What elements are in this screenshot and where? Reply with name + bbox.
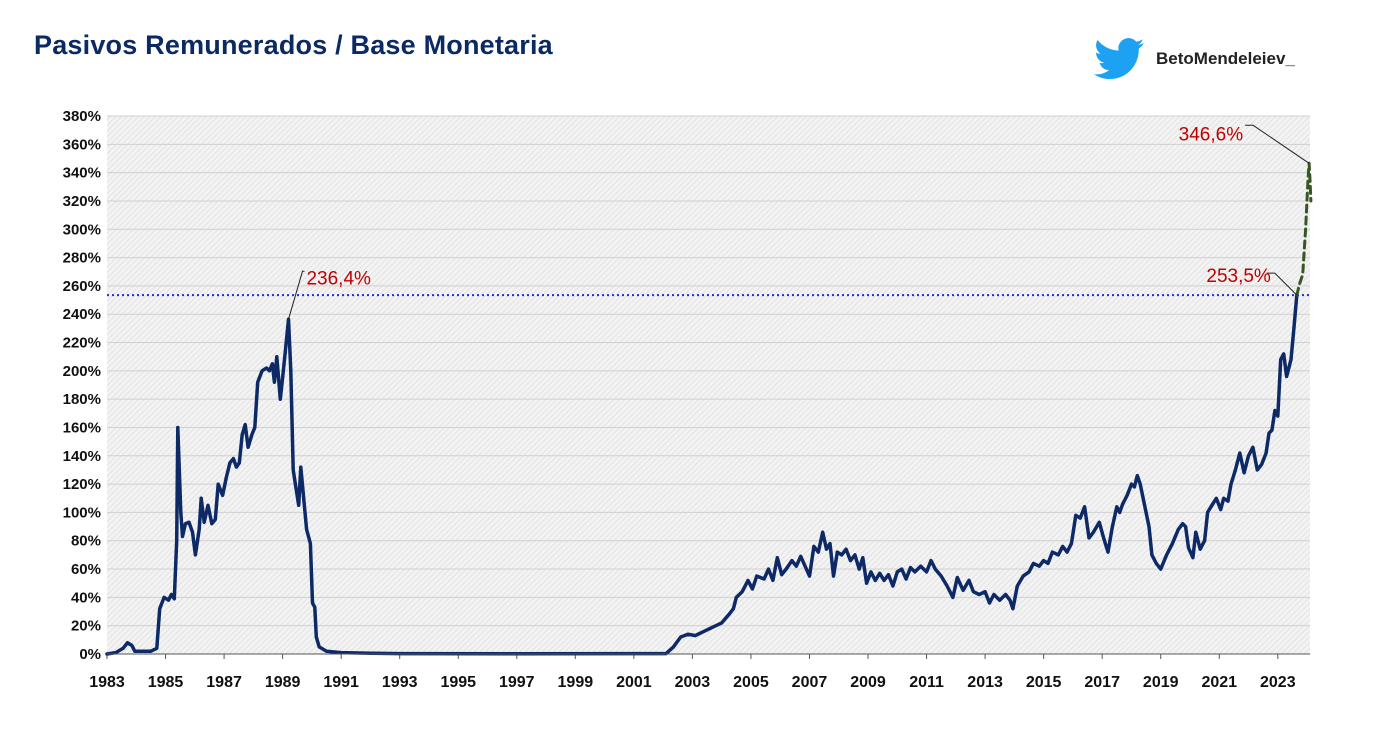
y-tick-label: 200%	[63, 363, 101, 380]
y-tick-label: 80%	[71, 533, 101, 550]
annotations: 236,4% 253,5% 346,6%	[287, 124, 1310, 320]
author-badge: BetoMendeleiev_	[1094, 38, 1295, 80]
chart-title: Pasivos Remunerados / Base Monetaria	[34, 30, 553, 60]
annotation-label: 236,4%	[306, 268, 371, 289]
y-tick-label: 280%	[63, 250, 101, 267]
x-tick-label: 1985	[148, 674, 184, 691]
x-tick-label: 1997	[499, 674, 535, 691]
x-tick-label: 2017	[1084, 674, 1120, 691]
x-tick-label: 1987	[206, 674, 242, 691]
y-tick-label: 100%	[63, 504, 101, 521]
x-tick-label: 2001	[616, 674, 652, 691]
y-tick-label: 160%	[63, 419, 101, 436]
x-tick-label: 2005	[733, 674, 769, 691]
x-tick-label: 1991	[323, 674, 359, 691]
y-tick-label: 60%	[71, 561, 101, 578]
x-tick-label: 1989	[265, 674, 301, 691]
annotation-leader	[287, 270, 305, 320]
x-tick-label: 2015	[1026, 674, 1062, 691]
x-axis: 1983 1985 1987 1989 1991 1993 1995 1997 1999 2001…	[89, 654, 1296, 691]
x-tick-label: 2023	[1260, 674, 1296, 691]
y-tick-label: 40%	[71, 589, 101, 606]
series-group	[105, 161, 1313, 656]
y-tick-label: 20%	[71, 618, 101, 635]
y-tick-label: 220%	[63, 335, 101, 352]
x-tick-label: 1983	[89, 674, 125, 691]
y-tick-label: 360%	[63, 136, 101, 153]
annotation-label: 346,6%	[1179, 124, 1244, 145]
projection-series-line	[1295, 161, 1313, 297]
annotation-leader	[1245, 124, 1310, 164]
x-tick-label: 2011	[909, 674, 944, 691]
y-tick-label: 120%	[63, 476, 101, 493]
annotation-leader	[1266, 272, 1298, 296]
x-tick-label: 1995	[440, 674, 476, 691]
y-tick-label: 380%	[63, 108, 101, 125]
x-tick-label: 2019	[1143, 674, 1179, 691]
annotation-label: 253,5%	[1206, 266, 1271, 287]
y-tick-label: 180%	[63, 391, 101, 408]
twitter-bird-icon	[1094, 38, 1144, 79]
y-tick-label: 260%	[63, 278, 101, 295]
x-tick-label: 2007	[792, 674, 828, 691]
author-handle: BetoMendeleiev_	[1156, 49, 1295, 68]
y-tick-label: 0%	[79, 646, 101, 663]
main-series-line	[105, 293, 1299, 656]
x-tick-label: 2003	[675, 674, 711, 691]
x-tick-label: 2009	[850, 674, 886, 691]
x-tick-label: 1993	[382, 674, 418, 691]
y-tick-label: 240%	[63, 306, 101, 323]
x-tick-label: 2013	[967, 674, 1003, 691]
x-tick-label: 1999	[558, 674, 594, 691]
y-tick-label: 140%	[63, 448, 101, 465]
y-tick-label: 340%	[63, 165, 101, 182]
x-tick-label: 2021	[1201, 674, 1237, 691]
y-tick-label: 320%	[63, 193, 101, 210]
y-tick-label: 300%	[63, 221, 101, 238]
y-axis: 0% 20% 40% 60% 80% 100% 120% 140% 160% 180% 200% 22…	[63, 108, 101, 663]
plot-area	[107, 116, 1310, 654]
